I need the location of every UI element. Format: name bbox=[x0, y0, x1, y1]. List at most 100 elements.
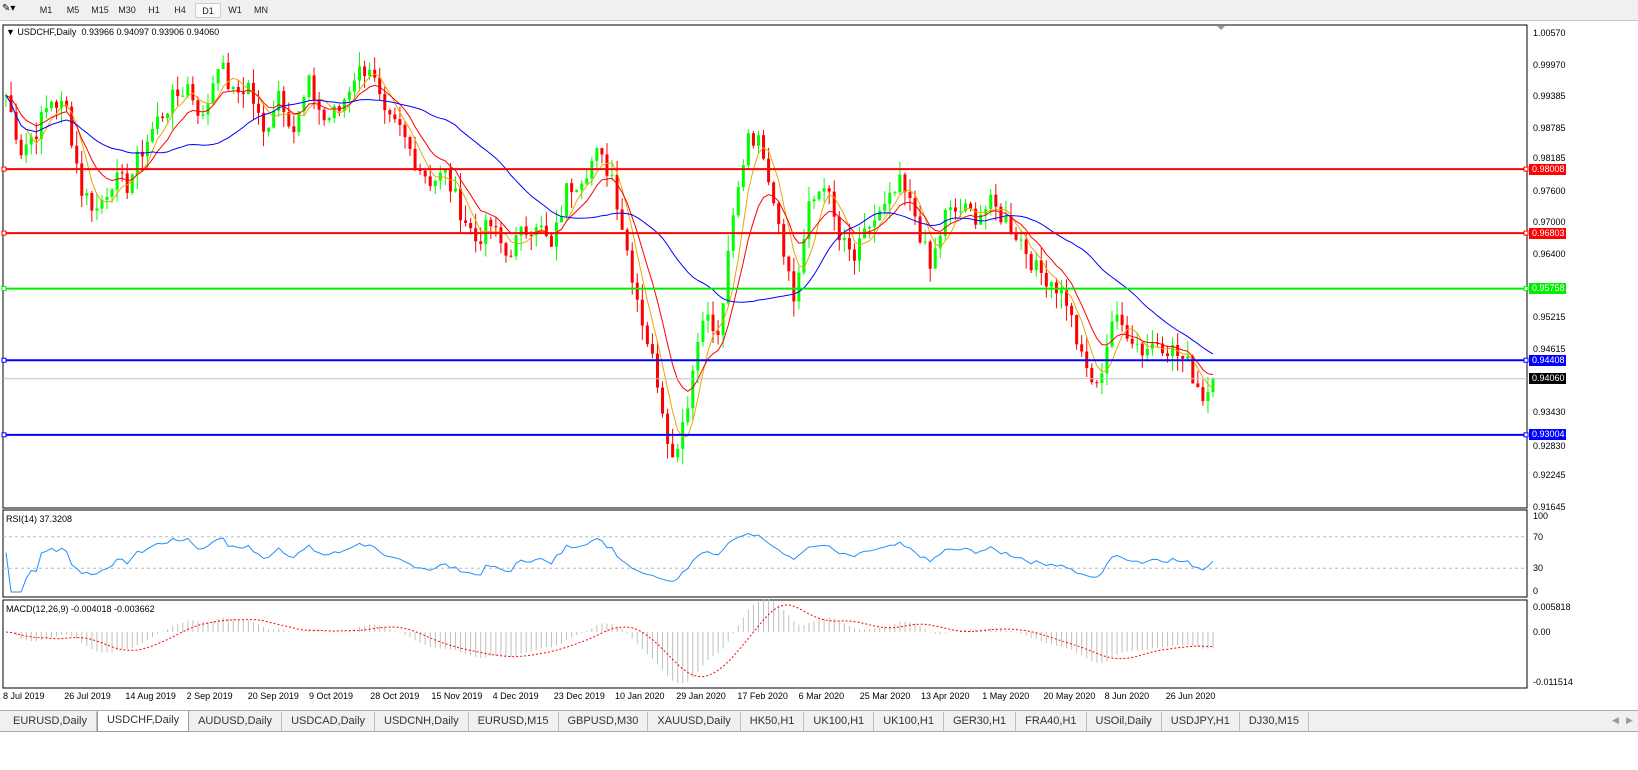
chart-tab[interactable]: USDJPY,H1 bbox=[1162, 712, 1240, 731]
candle-body bbox=[428, 176, 432, 187]
candle-body bbox=[145, 141, 149, 157]
price-tick: 0.93430 bbox=[1533, 407, 1566, 418]
candle-body bbox=[605, 154, 609, 176]
candle-body bbox=[55, 101, 59, 108]
candle-body bbox=[777, 203, 781, 225]
candle-body bbox=[1186, 356, 1190, 359]
candle-body bbox=[524, 226, 528, 235]
candle-body bbox=[767, 158, 771, 183]
candle-body bbox=[272, 110, 276, 128]
chart-tab[interactable]: UK100,H1 bbox=[874, 712, 944, 731]
candle-body bbox=[1075, 315, 1079, 345]
candle-body bbox=[817, 191, 821, 200]
date-tick: 14 Aug 2019 bbox=[125, 691, 176, 701]
chart-tab[interactable]: HK50,H1 bbox=[741, 712, 805, 731]
price-tick: 0.99970 bbox=[1533, 59, 1566, 70]
chart-tab[interactable]: USDCNH,Daily bbox=[375, 712, 469, 731]
chart-tab[interactable]: USOil,Daily bbox=[1087, 712, 1162, 731]
timeframe-mn[interactable]: MN bbox=[254, 5, 268, 15]
candle-body bbox=[60, 100, 64, 108]
chart-tab[interactable]: DJ30,M15 bbox=[1240, 712, 1309, 731]
chart-tab[interactable]: FRA40,H1 bbox=[1016, 712, 1087, 731]
candle-body bbox=[383, 94, 387, 111]
level-handle bbox=[1, 166, 7, 172]
price-tick: 0.95215 bbox=[1533, 312, 1566, 323]
candle-body bbox=[246, 82, 250, 95]
candle-body bbox=[24, 144, 28, 156]
candle-body bbox=[1059, 290, 1063, 294]
date-tick: 25 Mar 2020 bbox=[859, 691, 911, 701]
chart-tab[interactable]: GER30,H1 bbox=[944, 712, 1017, 731]
timeframe-m15[interactable]: M15 bbox=[91, 5, 109, 15]
chart-tab[interactable]: AUDUSD,Daily bbox=[189, 712, 283, 731]
date-tick: 8 Jul 2019 bbox=[3, 691, 45, 701]
candle-body bbox=[953, 207, 957, 212]
candle-body bbox=[938, 235, 942, 249]
candle-body bbox=[191, 84, 195, 101]
candle-body bbox=[948, 207, 952, 210]
ma-mid-line bbox=[5, 84, 1214, 393]
date-tick: 20 Sep 2019 bbox=[247, 691, 299, 701]
macd-panel-frame bbox=[2, 599, 1528, 689]
candle-body bbox=[1019, 239, 1023, 241]
scroll-left-icon[interactable]: ◀ bbox=[1612, 715, 1619, 725]
macd-tick: -0.011514 bbox=[1533, 677, 1573, 687]
chart-tab[interactable]: EURUSD,M15 bbox=[469, 712, 559, 731]
chart-tab[interactable]: UK100,H1 bbox=[804, 712, 875, 731]
candle-body bbox=[610, 174, 614, 176]
candle-body bbox=[156, 116, 160, 129]
timeframe-m30[interactable]: M30 bbox=[118, 5, 136, 15]
chart-tab[interactable]: USDCHF,Daily bbox=[96, 711, 190, 732]
candle-body bbox=[1150, 343, 1154, 349]
drawing-tool-dropdown[interactable]: ✎▾ bbox=[2, 3, 16, 14]
level-handle bbox=[1523, 357, 1529, 363]
candle-body bbox=[418, 170, 422, 172]
candle-body bbox=[484, 219, 488, 244]
chart-tab[interactable]: EURUSD,Daily bbox=[4, 712, 97, 731]
date-tick: 26 Jul 2019 bbox=[64, 691, 111, 701]
candle-body bbox=[186, 84, 190, 96]
candle-body bbox=[958, 211, 962, 213]
candle-body bbox=[1049, 282, 1053, 287]
chart-canvas[interactable] bbox=[0, 21, 1638, 710]
candle-body bbox=[262, 112, 266, 132]
price-tick: 0.99385 bbox=[1533, 90, 1566, 101]
candle-body bbox=[34, 136, 38, 140]
current-price-tag: 0.94060 bbox=[1529, 373, 1566, 385]
candle-body bbox=[130, 174, 134, 193]
candle-body bbox=[140, 151, 144, 157]
timeframe-h4[interactable]: H4 bbox=[174, 5, 186, 15]
symbol-label: USDCHF,Daily bbox=[17, 27, 77, 37]
timeframe-m5[interactable]: M5 bbox=[66, 5, 80, 15]
candle-body bbox=[110, 189, 114, 197]
candle-body bbox=[822, 188, 826, 192]
candle-body bbox=[529, 234, 533, 236]
chart-tab[interactable]: XAUUSD,Daily bbox=[648, 712, 741, 731]
candle-body bbox=[277, 90, 281, 111]
candle-body bbox=[150, 128, 154, 142]
scroll-right-icon[interactable]: ▶ bbox=[1626, 715, 1633, 725]
timeframe-m1[interactable]: M1 bbox=[39, 5, 53, 15]
chart-area[interactable]: ▼ USDCHF,Daily 0.93966 0.94097 0.93906 0… bbox=[0, 21, 1638, 710]
candle-body bbox=[1206, 392, 1210, 402]
candle-body bbox=[100, 200, 104, 209]
candle-body bbox=[1029, 253, 1033, 271]
candle-body bbox=[868, 227, 872, 229]
chart-tab[interactable]: USDCAD,Daily bbox=[282, 712, 376, 731]
timeframe-h1[interactable]: H1 bbox=[148, 5, 160, 15]
chart-tab[interactable]: GBPUSD,M30 bbox=[559, 712, 649, 731]
timeframe-d1[interactable]: D1 bbox=[195, 3, 221, 18]
macd-tick: 0.00 bbox=[1533, 627, 1551, 637]
symbol-info: ▼ USDCHF,Daily 0.93966 0.94097 0.93906 0… bbox=[6, 27, 220, 37]
candle-body bbox=[645, 325, 649, 345]
candle-body bbox=[878, 210, 882, 221]
date-tick: 9 Oct 2019 bbox=[309, 691, 354, 701]
timeframe-w1[interactable]: W1 bbox=[228, 5, 242, 15]
candle-body bbox=[161, 116, 165, 119]
level-handle bbox=[1523, 230, 1529, 236]
candle-body bbox=[519, 226, 523, 236]
candle-body bbox=[999, 206, 1003, 223]
date-tick: 23 Dec 2019 bbox=[553, 691, 605, 701]
date-tick: 10 Jan 2020 bbox=[615, 691, 665, 701]
macd-signal-line bbox=[5, 604, 1214, 678]
